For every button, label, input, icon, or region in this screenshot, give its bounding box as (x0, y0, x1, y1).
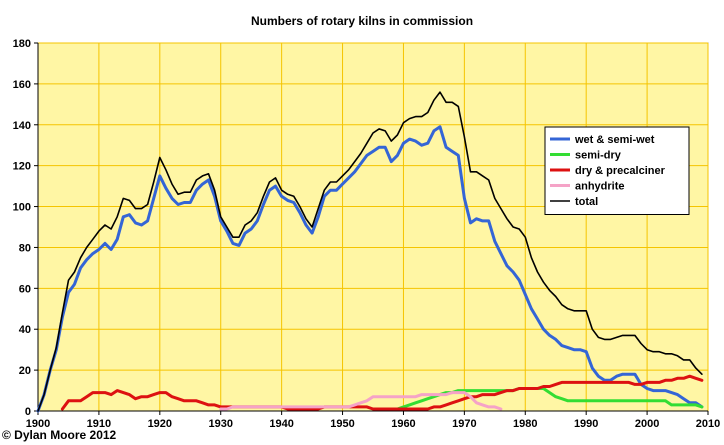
series-line-total (37, 91, 703, 412)
y-tick-label: 60 (19, 283, 31, 295)
x-tick-label: 1930 (208, 418, 232, 430)
x-tick-label: 1920 (148, 418, 172, 430)
y-tick-label: 120 (13, 161, 31, 173)
series-line-wet-semi-wet (36, 125, 704, 413)
legend-label-total: total (575, 196, 598, 208)
x-tick-label: 2000 (635, 418, 659, 430)
y-tick-label: 0 (25, 406, 31, 418)
y-tick-label: 40 (19, 324, 31, 336)
legend-label-wet-semi-wet: wet & semi-wet (574, 134, 655, 146)
copyright-text: © Dylan Moore 2012 (2, 428, 117, 442)
y-tick-label: 140 (13, 120, 31, 132)
x-tick-label: 1990 (574, 418, 598, 430)
y-tick-label: 80 (19, 242, 31, 254)
legend-label-semi-dry: semi-dry (575, 150, 622, 162)
y-tick-label: 20 (19, 365, 31, 377)
legend: wet & semi-wet semi-dry dry & precalciner a… (544, 126, 690, 215)
x-tick-label: 1900 (26, 418, 50, 430)
y-tick-label: 160 (13, 79, 31, 91)
legend-label-dry-precalciner: dry & precalciner (575, 165, 666, 177)
x-tick-label: 2010 (696, 418, 720, 430)
y-tick-label: 100 (13, 202, 31, 214)
x-tick-label: 1910 (87, 418, 111, 430)
series-layer (36, 91, 704, 413)
plot-area (37, 42, 709, 412)
y-tick-label: 180 (13, 38, 31, 50)
x-tick-label: 1960 (391, 418, 415, 430)
x-tick-label: 1970 (452, 418, 476, 430)
legend-label-anhydrite: anhydrite (575, 181, 625, 193)
series-line-anhydrite (219, 391, 503, 411)
series-line-dry-precalciner (60, 374, 704, 411)
chart-title: Numbers of rotary kilns in commission (250, 14, 474, 28)
x-tick-label: 1980 (513, 418, 537, 430)
x-tick-label: 1940 (269, 418, 293, 430)
x-tick-label: 1950 (330, 418, 354, 430)
axis-layer: 1900 1910 1920 1930 1940 1950 1960 1970 1980 1990… (13, 38, 721, 430)
